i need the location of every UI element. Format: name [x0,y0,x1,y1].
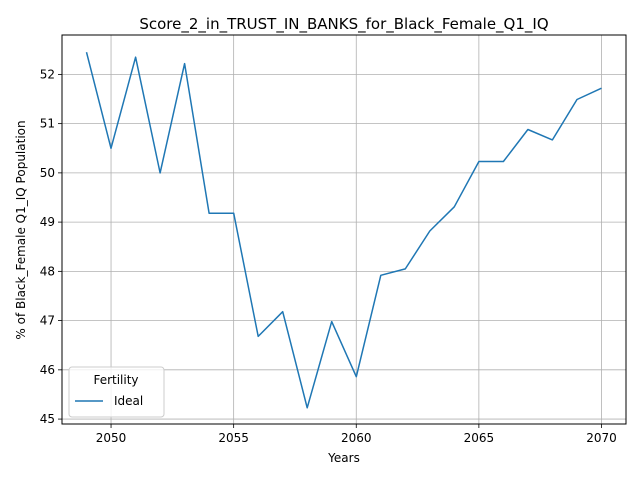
legend-label-ideal: Ideal [114,394,143,408]
legend-box [68,366,165,418]
series-line-ideal [85,52,602,409]
y-tick-label: 52 [40,67,55,81]
chart-title: Score_2_in_TRUST_IN_BANKS_for_Black_Fema… [139,15,548,34]
axes-frame [61,34,627,425]
series-lines [85,52,602,409]
x-tick-label: 2060 [341,431,372,445]
x-axis-label: Years [327,451,360,465]
legend-title: Fertility [93,373,138,387]
legend: Fertility Ideal [68,366,165,418]
y-axis-label: % of Black_Female Q1_IQ Population [14,120,28,339]
x-tick-label: 2050 [96,431,127,445]
x-axis: 2050 2055 2060 2065 2070 [96,424,617,445]
y-axis: 45 46 47 48 49 50 51 52 [40,67,62,426]
y-tick-label: 46 [40,363,55,377]
y-tick-label: 47 [40,314,55,328]
x-tick-label: 2065 [464,431,495,445]
y-tick-label: 45 [40,412,55,426]
y-tick-label: 51 [40,117,55,131]
y-tick-label: 50 [40,166,55,180]
y-tick-label: 49 [40,215,55,229]
y-tick-label: 48 [40,264,55,278]
grid [62,35,626,424]
x-tick-label: 2055 [218,431,249,445]
x-tick-label: 2070 [586,431,617,445]
